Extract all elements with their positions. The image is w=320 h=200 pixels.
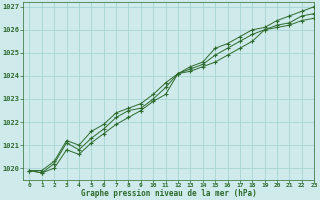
X-axis label: Graphe pression niveau de la mer (hPa): Graphe pression niveau de la mer (hPa) [81,189,257,198]
